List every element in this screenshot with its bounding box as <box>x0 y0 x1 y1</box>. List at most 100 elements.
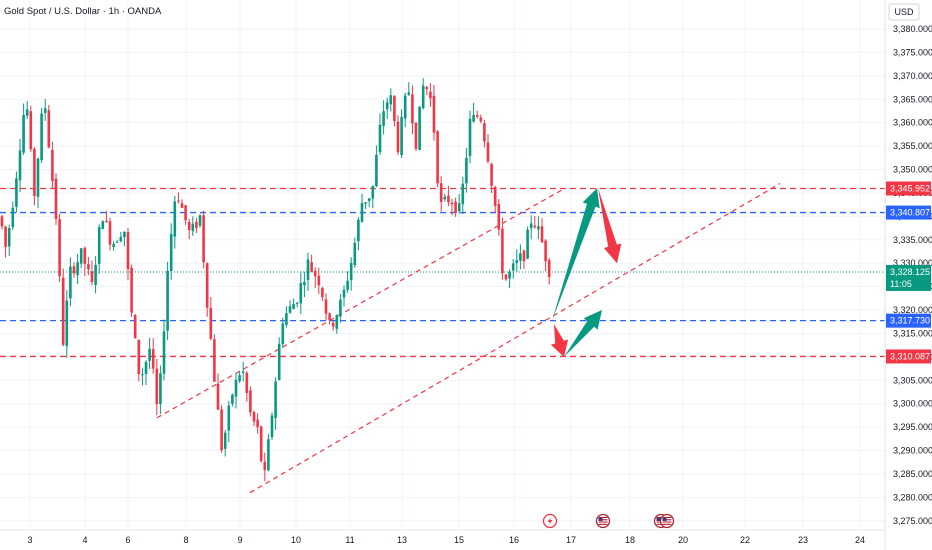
price-tag-box <box>886 181 931 196</box>
us-flag-icon[interactable] <box>659 513 675 529</box>
candle-body <box>220 409 223 451</box>
candle-body <box>11 207 15 228</box>
candle-body <box>40 113 43 161</box>
candle-body <box>519 253 522 261</box>
candle-body <box>33 148 36 197</box>
candle-body <box>288 306 292 313</box>
candle-body <box>202 215 205 263</box>
candle-body <box>83 247 87 264</box>
time-tick-label: 8 <box>183 535 188 545</box>
candle-body <box>349 262 353 281</box>
candle-body <box>173 201 177 237</box>
candle-body <box>403 95 407 119</box>
candle-body <box>18 150 22 181</box>
price-tick-label: 3,305.000 <box>893 375 932 385</box>
price-tag-label: 3,345.952 <box>890 183 930 193</box>
candle-body <box>540 226 544 243</box>
candle-body <box>490 163 493 186</box>
flag-stripe <box>662 519 672 521</box>
candle-body <box>177 200 180 202</box>
candle-body <box>418 106 421 150</box>
candle-body <box>115 241 119 243</box>
candle-body <box>137 339 141 375</box>
candle-body <box>436 131 439 184</box>
us-flag-icon[interactable] <box>595 513 611 529</box>
candle-body <box>353 242 357 266</box>
candle-body <box>472 114 475 122</box>
candle-body <box>533 225 537 228</box>
candle-body <box>439 183 443 202</box>
candle-body <box>461 183 465 205</box>
candle-body <box>313 270 317 277</box>
candle-body <box>0 216 4 227</box>
candle-body <box>51 149 54 182</box>
price-tag-label: 3,340.807 <box>890 208 930 218</box>
candle-body <box>151 349 155 369</box>
candle-body <box>407 92 411 95</box>
flag-stripe <box>598 521 608 523</box>
candle-body <box>216 383 220 410</box>
candle-body <box>421 85 425 109</box>
candle-body <box>544 240 547 262</box>
candle-body <box>15 178 18 207</box>
candle-body <box>36 158 40 197</box>
candle-body <box>321 288 324 297</box>
price-tick-label: 3,280.000 <box>893 492 932 502</box>
candle-body <box>364 202 367 204</box>
current-price-label: 3,328.125 <box>890 267 930 277</box>
candle-body <box>295 302 299 304</box>
candle-body <box>123 231 126 238</box>
candle-body <box>299 283 303 304</box>
candle-body <box>292 304 295 310</box>
candle-body <box>213 339 216 382</box>
lightning-icon[interactable] <box>542 513 558 529</box>
candle-body <box>108 221 112 245</box>
candle-body <box>184 205 187 221</box>
candle-body <box>360 202 364 222</box>
price-tags: 3,345.952 3,340.807 3,317.730 3,310.087 3,32… <box>886 181 931 364</box>
candle-body <box>76 262 79 276</box>
trendline <box>156 187 566 419</box>
time-tick-label: 9 <box>237 535 242 545</box>
candle-body <box>414 122 418 149</box>
candle-body <box>43 108 47 113</box>
candle-body <box>90 271 94 283</box>
time-tick-label: 11 <box>345 535 354 545</box>
flag-stripe <box>598 516 608 518</box>
flag-canton <box>662 517 667 521</box>
candle-body <box>252 412 256 422</box>
price-tick-label: 3,300.000 <box>893 399 932 409</box>
time-tick-label: 15 <box>454 535 464 545</box>
candles <box>0 78 551 482</box>
price-tag-box <box>886 349 931 364</box>
flag-stripe <box>662 521 672 523</box>
price-tick-label: 3,295.000 <box>893 422 932 432</box>
flag-stripe <box>662 523 672 525</box>
candle-body <box>342 289 346 298</box>
candle-body <box>130 267 133 313</box>
candle-body <box>198 215 202 226</box>
candle-body <box>65 300 69 347</box>
candle-body <box>389 95 393 105</box>
candle-body <box>97 227 101 264</box>
time-tick-label: 23 <box>798 535 808 545</box>
candle-body <box>515 260 519 263</box>
candle-body <box>346 280 349 290</box>
time-tick-label: 22 <box>740 535 750 545</box>
candle-body <box>256 419 259 428</box>
candle-body <box>310 262 313 272</box>
time-axis[interactable]: 3 4 6 8 9 10 11 13 15 16 17 18 20 22 23 24 <box>27 535 865 545</box>
flag-field <box>598 517 608 525</box>
time-tick-label: 18 <box>625 535 635 545</box>
candle-body <box>454 201 457 213</box>
candle-body <box>263 461 267 470</box>
price-tick-label: 3,320.000 <box>893 305 932 315</box>
candle-body <box>375 154 378 187</box>
candle-body <box>547 260 551 278</box>
candle-body <box>270 415 274 438</box>
candle-body <box>267 439 270 471</box>
time-tick-label: 16 <box>509 535 519 545</box>
candle-body <box>465 157 468 184</box>
currency-box[interactable] <box>888 3 920 21</box>
